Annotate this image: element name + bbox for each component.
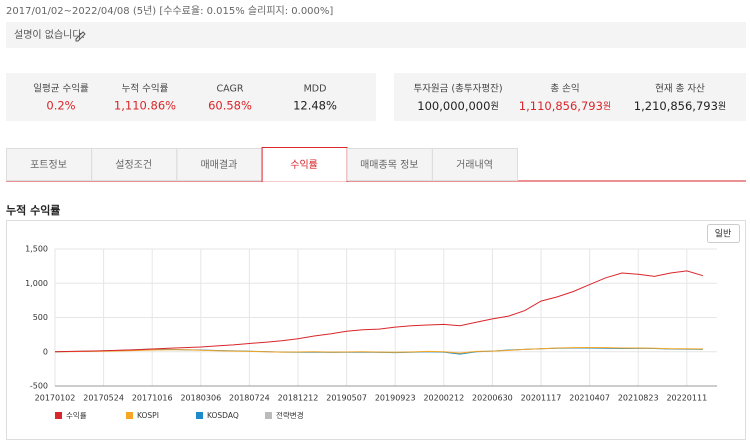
stat-value: 1,210,856,793원 (634, 99, 726, 113)
x-tick-label: 20200212 (423, 394, 464, 403)
stat-label: MDD (304, 84, 327, 95)
x-tick-label: 20210407 (569, 394, 610, 403)
x-tick-label: 20170524 (83, 394, 124, 403)
tab-active[interactable] (261, 147, 348, 182)
stat-number: 100,000,000 (417, 99, 490, 113)
description-box (6, 22, 746, 48)
section-title: 누적 수익률 (6, 203, 60, 217)
x-tick-label: 20201117 (521, 394, 562, 403)
tab-label[interactable]: 포트정보 (30, 159, 67, 171)
x-tick-label: 20190507 (326, 394, 367, 403)
view-button[interactable] (707, 224, 740, 243)
series-line (54, 270, 704, 353)
x-tick-label: 20190923 (375, 394, 416, 403)
tab-label[interactable]: 수익률 (290, 159, 318, 171)
description: 설명이 없습니다. (14, 28, 85, 41)
legend-swatch (55, 412, 62, 419)
stat-label: 투자원금 (총투자평잔) (413, 84, 502, 95)
stat-label: 총 손익 (550, 83, 579, 95)
stat-label: 누적 수익률 (122, 83, 169, 95)
tab-label[interactable]: 매매결과 (200, 159, 237, 171)
stat-value: 1,110,856,793원 (519, 99, 611, 113)
legend-label: 전략변경 (276, 410, 304, 420)
stat-label: CAGR (217, 84, 244, 95)
stat-number: 1,110,856,793 (519, 99, 603, 113)
x-tick-label: 20220111 (666, 394, 707, 403)
stats-right-box (394, 73, 746, 121)
x-tick-label: 20170102 (35, 394, 76, 403)
stat-value: 60.58% (208, 99, 252, 113)
legend-label: KOSPI (137, 411, 159, 420)
stat-value: 1,110.86% (114, 99, 176, 113)
y-tick-label: 500 (33, 313, 48, 322)
y-tick-label: 0 (43, 347, 48, 356)
stat-number: 1,210,856,793 (634, 99, 718, 113)
x-tick-label: 20180306 (180, 394, 221, 403)
tab[interactable] (432, 148, 518, 181)
stat-unit: 원 (718, 101, 726, 112)
tab[interactable] (176, 148, 263, 181)
chart-box (6, 220, 746, 440)
y-tick-label: -500 (30, 382, 48, 391)
x-tick-label: 20200630 (472, 394, 513, 403)
x-tick-label: 20180724 (229, 394, 270, 403)
stat-label: 일평균 수익률 (33, 83, 89, 95)
tab-label[interactable]: 설정조건 (115, 159, 152, 171)
tab[interactable] (346, 148, 433, 181)
legend-label: KOSDAQ (207, 411, 239, 420)
stats-left-box (6, 73, 376, 121)
period: 2017/01/02~2022/04/08 (5년) [수수료율: 0.015%… (6, 5, 333, 17)
x-tick-label: 20171016 (132, 394, 173, 403)
tab-label[interactable]: 거래내역 (456, 159, 493, 171)
series-line (54, 346, 704, 354)
stat-value: 12.48% (293, 99, 337, 113)
legend-label: 수익률 (66, 410, 87, 420)
x-tick-label: 20181212 (278, 394, 319, 403)
y-tick-label: 1,000 (25, 279, 48, 288)
stat-label: 현재 총 자산 (655, 84, 705, 95)
view-button-label[interactable]: 일반 (715, 229, 732, 240)
stat-unit: 원 (490, 101, 498, 112)
legend-swatch (265, 412, 272, 419)
legend-swatch (196, 412, 203, 419)
tab-label[interactable]: 매매종목 정보 (360, 159, 418, 171)
stat-unit: 원 (603, 101, 611, 112)
legend-swatch (126, 412, 133, 419)
stat-value: 0.2% (46, 99, 75, 113)
y-tick-label: 1,500 (25, 245, 48, 254)
tab[interactable] (6, 148, 92, 181)
edit-icon[interactable] (75, 31, 86, 42)
x-tick-label: 20210823 (618, 394, 659, 403)
stat-value: 100,000,000원 (417, 99, 498, 113)
tab[interactable] (91, 148, 178, 181)
